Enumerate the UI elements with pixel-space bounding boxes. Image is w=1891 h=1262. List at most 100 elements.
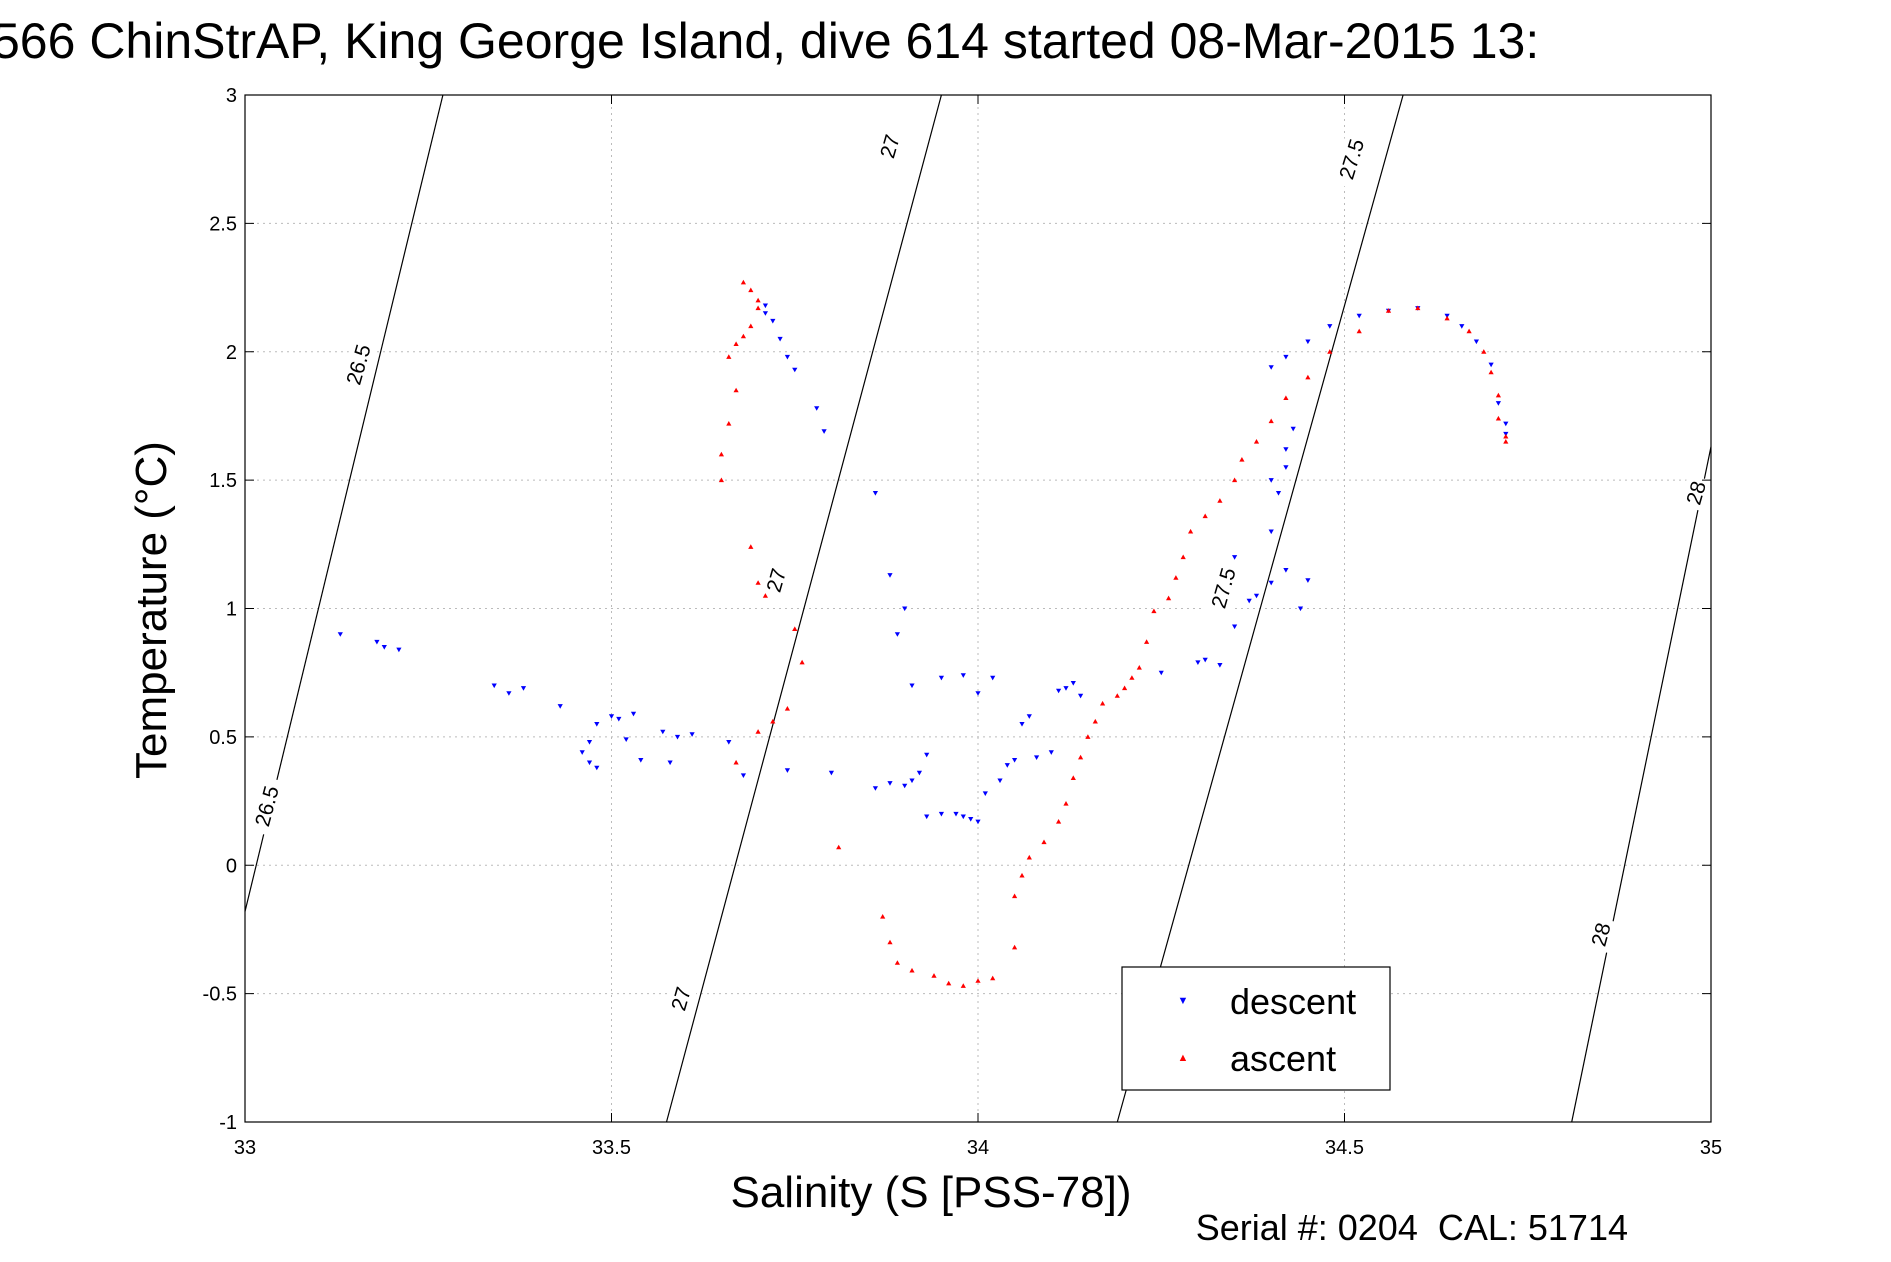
y-tick-label: 0 — [226, 855, 237, 877]
ascent-point — [1503, 433, 1509, 439]
descent-point — [337, 632, 343, 637]
isopycnal-label-bg — [873, 127, 907, 166]
ascent-point — [1100, 700, 1106, 706]
descent-point — [638, 758, 644, 763]
descent-point — [762, 303, 768, 309]
serial-cal-footer: Serial #: 0204 CAL: 51714 — [1196, 1207, 1628, 1248]
descent-point — [594, 765, 600, 771]
ascent-point — [1356, 328, 1362, 334]
ascent-point — [784, 706, 790, 711]
descent-point — [1473, 339, 1479, 345]
descent-point — [1268, 580, 1274, 586]
ascent-point — [799, 659, 805, 665]
ascent-point — [1481, 349, 1487, 354]
descent-point — [1202, 657, 1208, 663]
descent-point — [520, 686, 527, 691]
ascent-point — [1114, 693, 1120, 698]
isopycnal-label: 28 — [1679, 474, 1714, 512]
descent-point — [924, 814, 930, 820]
ascent-point — [726, 421, 732, 426]
ascent-point — [990, 975, 996, 981]
ascent-point — [733, 759, 739, 765]
descent-point — [1356, 313, 1362, 319]
x-axis-label: Salinity (S [PSS-78]) — [730, 1168, 1131, 1217]
y-tick-label: -1 — [219, 1112, 237, 1134]
descent-point — [1048, 750, 1054, 755]
ascent-point — [1078, 754, 1084, 760]
legend-label-descent: descent — [1230, 981, 1356, 1022]
y-tick-label: 0.5 — [209, 727, 237, 749]
descent-point — [1158, 670, 1164, 676]
descent-point — [623, 737, 629, 742]
descent-point — [975, 819, 981, 825]
descent-point — [1063, 686, 1069, 691]
axis-ticks: 33 33.5 34 34.5 35 -1 -0.5 0 0.5 1 1.5 2 2.5 3 — [203, 85, 1723, 1159]
ascent-point — [1012, 944, 1018, 950]
isopycnal-curve — [665, 94, 942, 1123]
descent-point — [792, 367, 798, 373]
ascent-point — [718, 477, 724, 483]
ascent-point — [1136, 665, 1142, 670]
ascent-point — [748, 323, 754, 329]
descent-point — [1495, 401, 1501, 406]
descent-point — [997, 778, 1003, 784]
isopycnal-label-bg — [664, 979, 699, 1018]
ascent-point — [770, 718, 776, 724]
isopycnal-label: 27 — [873, 127, 907, 166]
descent-point — [557, 704, 563, 709]
descent-point — [506, 691, 512, 696]
legend: ▼ descent ▲ ascent — [1121, 966, 1391, 1091]
ascent-point — [1385, 308, 1392, 313]
ascent-point — [1232, 477, 1238, 483]
isopycnal-label-text: 27.5 — [1207, 565, 1240, 611]
ascent-point — [1466, 328, 1472, 334]
y-tick-label: 1 — [226, 599, 237, 621]
descent-point — [1305, 578, 1311, 583]
ascent-point — [1173, 575, 1179, 580]
descent-point — [1283, 447, 1289, 452]
descent-point — [909, 778, 915, 784]
ascent-point — [733, 387, 739, 393]
y-tick-label: 3 — [226, 85, 237, 107]
ascent-point — [946, 980, 952, 986]
descent-point — [887, 573, 893, 578]
ascent-point — [1503, 439, 1509, 444]
ascent-point — [1092, 718, 1098, 724]
descent-point — [608, 714, 615, 719]
descent-point — [1246, 598, 1252, 604]
descent-point — [909, 683, 915, 689]
descent-point — [381, 645, 387, 650]
isopycnal-label: 28 — [1584, 915, 1618, 954]
descent-point — [1290, 426, 1296, 432]
ascent-point — [1151, 608, 1157, 614]
x-tick-label: 34.5 — [1325, 1137, 1364, 1159]
descent-point — [968, 817, 974, 822]
isopycnal-curve — [244, 94, 444, 912]
descent-point — [396, 647, 402, 653]
descent-point — [726, 740, 732, 745]
isopycnal-label-bg — [1679, 474, 1714, 512]
descent-point — [924, 752, 930, 758]
isopycnal-label-text: 26.5 — [251, 784, 284, 829]
descent-point — [594, 722, 600, 727]
descent-point — [762, 311, 768, 316]
ascent-point — [1305, 374, 1311, 380]
descent-point — [1012, 758, 1018, 763]
ascent-point — [1283, 395, 1289, 400]
isopycnal-label: 27.5 — [1331, 128, 1373, 190]
ascent-point — [792, 626, 798, 631]
ascent-point — [1122, 685, 1128, 691]
ascent-point — [755, 580, 761, 585]
ascent-point — [1019, 872, 1025, 878]
descent-point — [1283, 465, 1289, 470]
descent-point — [1327, 324, 1333, 329]
y-tick-label: 1.5 — [209, 470, 237, 492]
descent-point — [894, 632, 900, 637]
descent-point — [1253, 593, 1260, 599]
isopycnal-label-bg — [1584, 915, 1618, 954]
descent-point — [1268, 365, 1274, 370]
descent-point — [1503, 421, 1509, 427]
descent-point — [1026, 714, 1032, 719]
descent-point — [1459, 324, 1465, 329]
